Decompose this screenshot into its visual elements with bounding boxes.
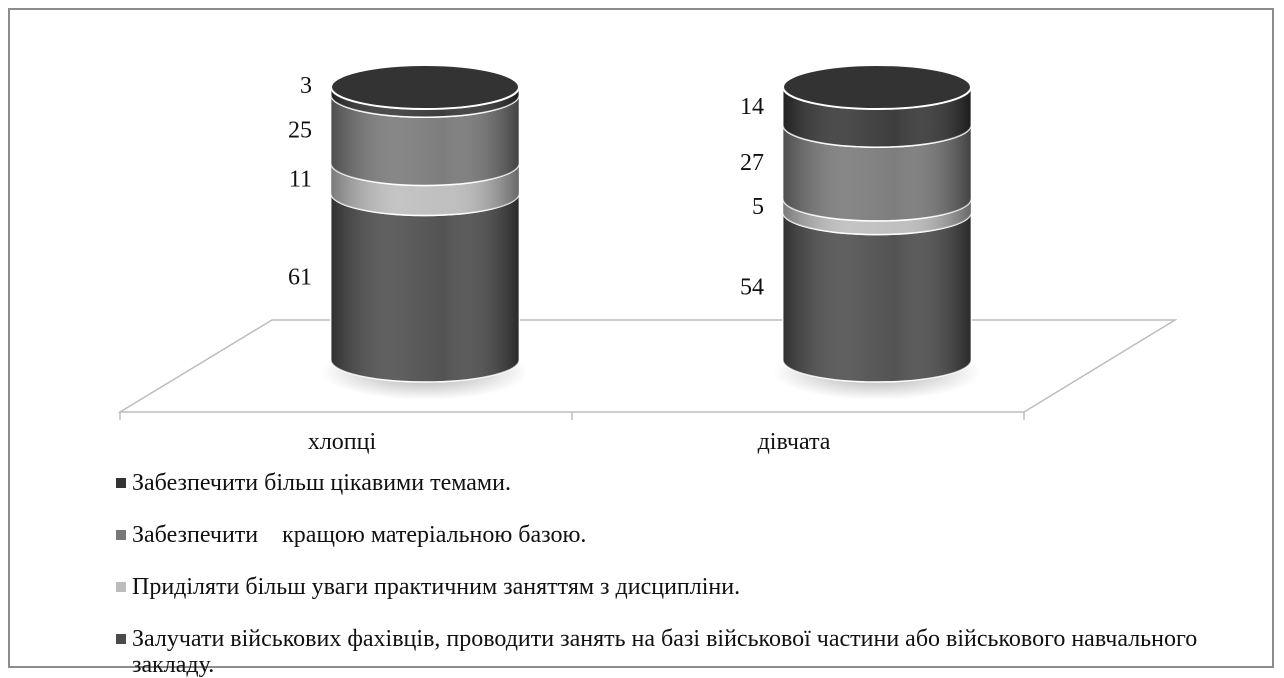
data-label: 61: [288, 265, 312, 291]
data-label: 54: [740, 274, 764, 300]
category-label: дівчата: [758, 429, 831, 455]
bar-top-cap: [330, 64, 520, 110]
data-label: 25: [288, 117, 312, 143]
legend-item: Залучати військових фахівців, проводити …: [116, 626, 1216, 678]
data-label: 3: [300, 73, 312, 99]
legend-swatch: [116, 530, 126, 540]
bar-top-cap: [782, 64, 972, 110]
legend-item: Забезпечити більш цікавими темами.: [116, 470, 1216, 522]
legend-label: Забезпечити кращою матеріальною базою.: [132, 522, 587, 548]
floor-plane: [117, 319, 1178, 413]
data-label: 5: [752, 194, 764, 220]
legend-swatch: [116, 582, 126, 592]
data-label: 11: [289, 166, 312, 192]
legend-swatch: [116, 478, 126, 488]
data-label: 14: [740, 94, 764, 120]
chart-svg: 61 11 25 3 54 5 27 14 хлопці дівчата: [117, 64, 1178, 455]
legend-label: Приділяти більш уваги практичним заняття…: [132, 574, 741, 600]
bar-segment: [330, 193, 520, 383]
data-label: 27: [740, 150, 764, 176]
bar-segment: [782, 125, 972, 222]
legend: Забезпечити більш цікавими темами. Забез…: [116, 470, 1216, 678]
legend-label: Забезпечити більш цікавими темами.: [132, 470, 511, 496]
bar-segment: [782, 212, 972, 383]
category-label: хлопці: [308, 429, 377, 455]
legend-label: Залучати військових фахівців, проводити …: [132, 626, 1204, 678]
legend-item: Забезпечити кращою матеріальною базою.: [116, 522, 1216, 574]
legend-swatch: [116, 634, 126, 644]
bar-segment: [330, 95, 520, 187]
legend-item: Приділяти більш уваги практичним заняття…: [116, 574, 1216, 626]
